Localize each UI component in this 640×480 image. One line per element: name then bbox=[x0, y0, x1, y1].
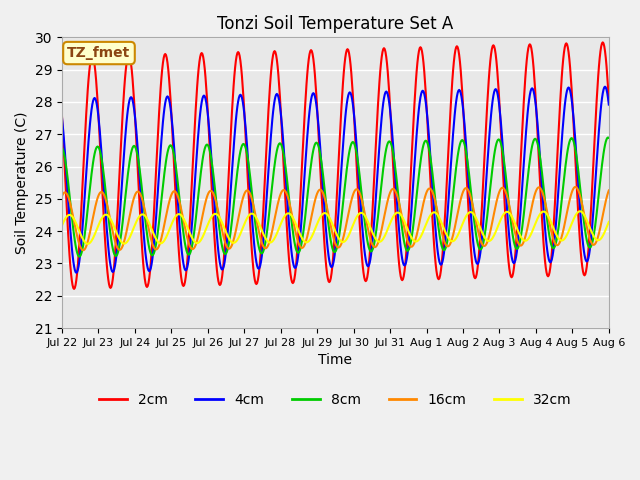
8cm bbox=[435, 226, 442, 232]
2cm bbox=[70, 286, 78, 292]
2cm bbox=[435, 276, 442, 282]
32cm bbox=[576, 208, 584, 214]
X-axis label: Time: Time bbox=[318, 353, 353, 367]
32cm bbox=[202, 226, 210, 231]
Line: 2cm: 2cm bbox=[62, 42, 609, 289]
8cm bbox=[202, 142, 210, 148]
32cm bbox=[84, 241, 92, 247]
Legend: 2cm, 4cm, 8cm, 16cm, 32cm: 2cm, 4cm, 8cm, 16cm, 32cm bbox=[93, 387, 577, 412]
8cm bbox=[604, 134, 612, 140]
16cm bbox=[572, 184, 579, 190]
8cm bbox=[328, 242, 335, 248]
2cm bbox=[328, 270, 335, 276]
8cm bbox=[556, 218, 563, 224]
4cm bbox=[202, 99, 210, 105]
2cm bbox=[381, 46, 388, 52]
4cm bbox=[179, 256, 186, 262]
16cm bbox=[79, 247, 87, 253]
Line: 32cm: 32cm bbox=[62, 211, 609, 244]
16cm bbox=[605, 188, 612, 193]
32cm bbox=[556, 237, 563, 242]
32cm bbox=[179, 214, 186, 220]
Line: 16cm: 16cm bbox=[62, 187, 609, 250]
16cm bbox=[179, 214, 186, 219]
16cm bbox=[435, 215, 442, 220]
Line: 4cm: 4cm bbox=[62, 87, 609, 273]
2cm bbox=[605, 97, 612, 103]
16cm bbox=[556, 240, 563, 246]
Line: 8cm: 8cm bbox=[62, 137, 609, 257]
16cm bbox=[381, 211, 388, 217]
4cm bbox=[328, 264, 335, 270]
32cm bbox=[58, 223, 66, 228]
32cm bbox=[381, 233, 388, 239]
4cm bbox=[556, 172, 563, 178]
2cm bbox=[202, 84, 210, 90]
8cm bbox=[381, 155, 388, 160]
Title: Tonzi Soil Temperature Set A: Tonzi Soil Temperature Set A bbox=[217, 15, 454, 33]
Y-axis label: Soil Temperature (C): Soil Temperature (C) bbox=[15, 111, 29, 254]
8cm bbox=[605, 135, 612, 141]
16cm bbox=[328, 227, 335, 233]
16cm bbox=[202, 196, 210, 202]
8cm bbox=[58, 145, 66, 151]
4cm bbox=[605, 102, 612, 108]
2cm bbox=[599, 39, 607, 45]
2cm bbox=[58, 112, 66, 118]
32cm bbox=[605, 219, 612, 225]
32cm bbox=[328, 219, 335, 225]
4cm bbox=[601, 84, 609, 90]
2cm bbox=[179, 282, 186, 288]
Text: TZ_fmet: TZ_fmet bbox=[67, 46, 131, 60]
4cm bbox=[58, 114, 66, 120]
4cm bbox=[381, 92, 388, 97]
8cm bbox=[179, 225, 186, 230]
32cm bbox=[435, 214, 442, 219]
2cm bbox=[556, 112, 563, 118]
4cm bbox=[72, 270, 80, 276]
8cm bbox=[76, 254, 83, 260]
16cm bbox=[58, 193, 66, 199]
4cm bbox=[435, 255, 442, 261]
